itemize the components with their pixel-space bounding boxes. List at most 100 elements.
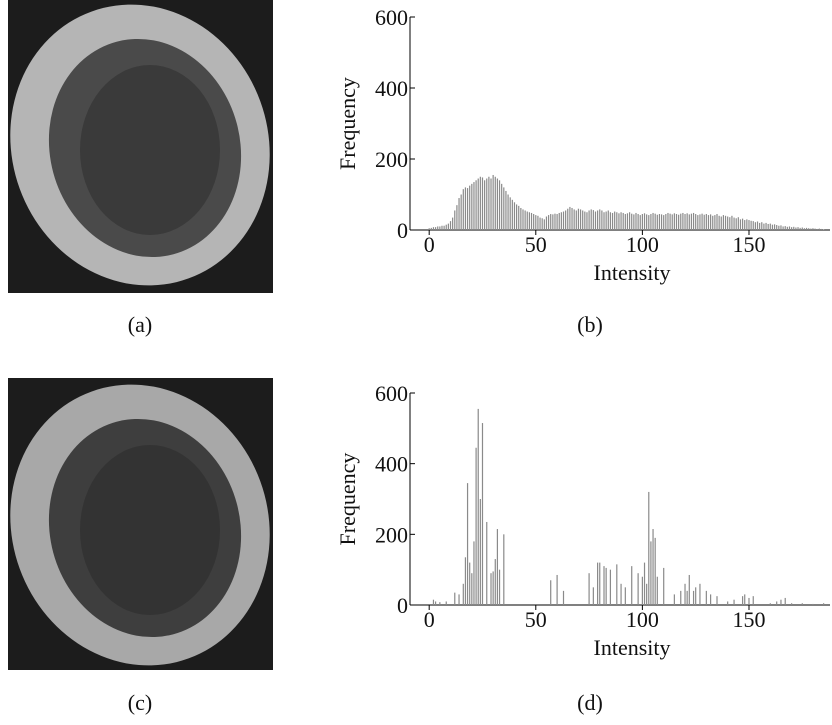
bar — [522, 209, 524, 230]
bar — [778, 225, 780, 230]
bar — [520, 207, 522, 230]
bar — [503, 534, 505, 605]
bar — [605, 567, 607, 605]
bar — [791, 227, 793, 230]
bar — [748, 220, 750, 230]
bar — [562, 211, 565, 230]
caption: (c) — [128, 690, 152, 715]
bar — [492, 571, 494, 605]
bar — [509, 197, 511, 230]
bar — [678, 214, 680, 230]
bar — [528, 212, 530, 230]
bar — [550, 580, 552, 605]
bar — [741, 218, 744, 230]
x-tick-label: 0 — [424, 232, 435, 257]
bar — [439, 602, 441, 605]
bar — [473, 541, 475, 605]
bar — [437, 226, 439, 230]
bar — [562, 590, 565, 605]
bar — [565, 210, 567, 230]
bar — [498, 180, 501, 230]
bar — [646, 214, 648, 230]
bar — [573, 209, 575, 230]
y-tick-label: 600 — [375, 381, 408, 406]
bar — [454, 592, 456, 605]
bar — [616, 212, 618, 230]
bar — [473, 182, 475, 230]
bar — [793, 226, 795, 230]
bar — [464, 557, 467, 605]
bar — [814, 228, 816, 230]
bar — [616, 564, 618, 605]
bar — [744, 594, 746, 605]
bar — [795, 227, 797, 230]
bar — [550, 214, 552, 230]
bar — [539, 217, 541, 230]
bar — [462, 583, 464, 605]
bar — [556, 574, 558, 605]
bar — [605, 211, 607, 230]
bar — [797, 227, 799, 230]
x-tick-label: 150 — [732, 232, 765, 257]
bar — [808, 228, 810, 230]
bar — [471, 573, 473, 605]
x-axis-label: Intensity — [594, 635, 671, 660]
bar — [671, 214, 673, 230]
bar — [569, 206, 571, 230]
bar — [818, 228, 820, 230]
bar — [456, 205, 458, 230]
bar — [533, 214, 535, 230]
bar — [761, 222, 763, 230]
bar — [718, 215, 720, 230]
bar — [624, 214, 626, 230]
bar — [460, 194, 462, 230]
y-tick-label: 0 — [397, 218, 408, 243]
bar — [767, 223, 769, 230]
caption: (a) — [128, 312, 152, 337]
bar — [695, 214, 697, 230]
bar — [579, 209, 582, 230]
bar — [652, 529, 654, 605]
bar — [592, 587, 594, 605]
bar — [622, 212, 624, 230]
bar — [724, 215, 727, 230]
bar — [812, 228, 814, 230]
bar — [618, 213, 620, 230]
bar — [680, 213, 682, 230]
bar — [505, 190, 507, 230]
bar — [481, 423, 484, 605]
bar — [684, 583, 686, 605]
bar — [688, 574, 690, 605]
bar — [754, 222, 756, 230]
bar — [620, 212, 622, 230]
bar — [716, 596, 718, 605]
bar — [714, 215, 716, 230]
x-tick-label: 100 — [626, 607, 659, 632]
bar — [479, 176, 481, 230]
bar — [769, 603, 771, 605]
bar — [537, 215, 539, 230]
y-axis-label: Frequency — [335, 453, 360, 546]
bar — [739, 219, 742, 230]
y-tick-label: 400 — [375, 76, 408, 101]
bar — [445, 224, 447, 230]
bar — [458, 198, 460, 230]
bar — [479, 499, 481, 605]
bar — [554, 213, 556, 230]
bar — [552, 214, 554, 230]
bar — [782, 226, 784, 230]
bar — [733, 599, 735, 605]
bar — [434, 601, 437, 605]
bar — [494, 559, 496, 605]
y-tick-label: 0 — [397, 593, 408, 618]
bar — [490, 178, 492, 230]
bar — [667, 212, 669, 230]
bar — [752, 596, 754, 605]
bar — [641, 576, 643, 605]
bar — [464, 187, 467, 230]
bar — [663, 215, 665, 230]
bar — [648, 491, 650, 605]
bar — [780, 225, 782, 230]
